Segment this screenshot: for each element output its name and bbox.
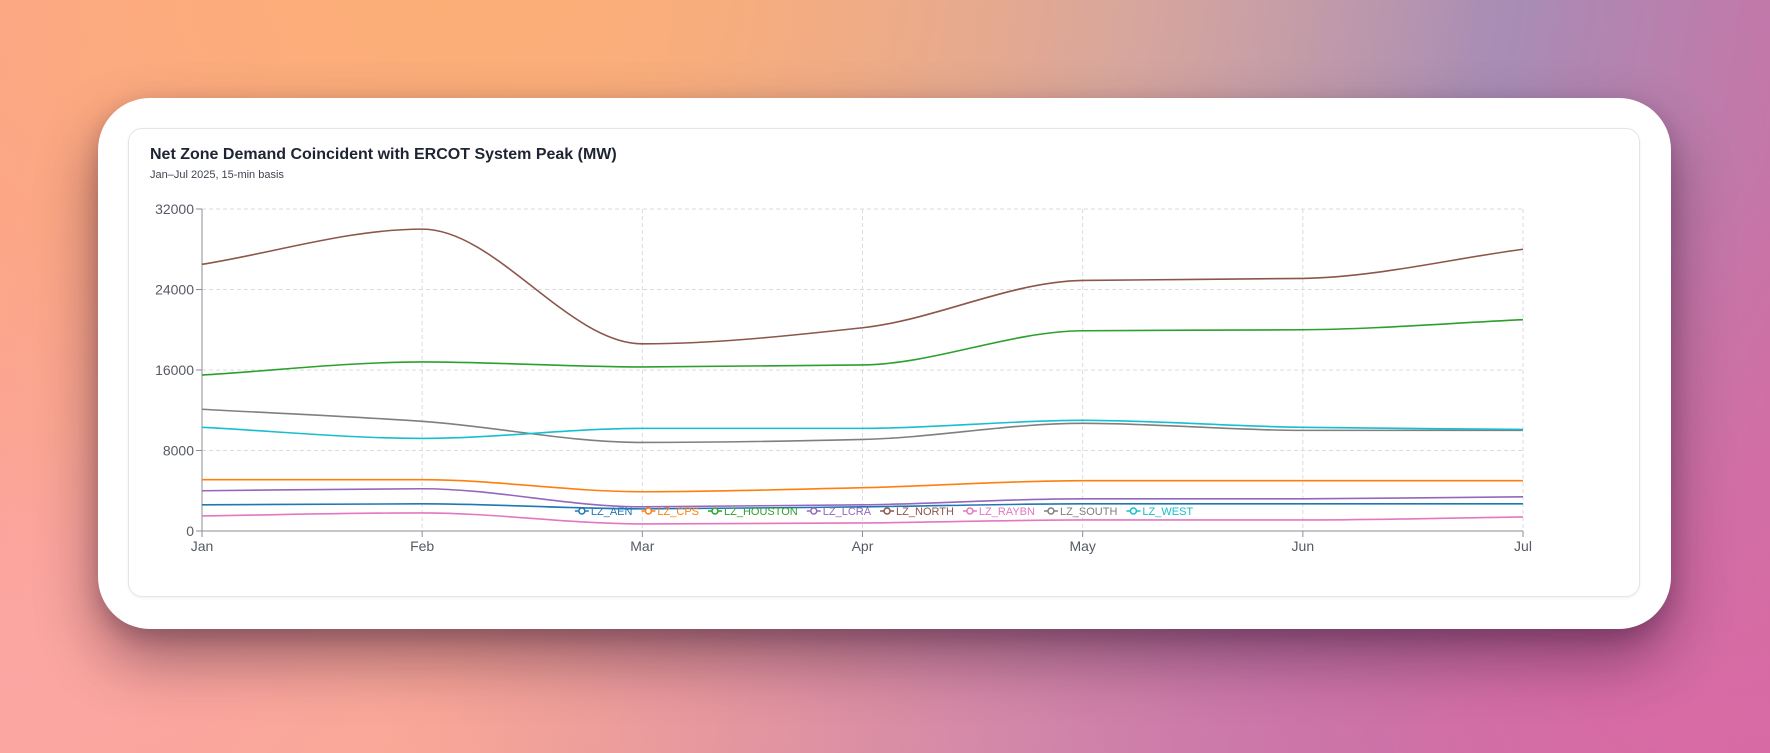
x-tick-label: Mar: [630, 538, 654, 554]
legend-item-lz-north: LZ_NORTH: [880, 506, 954, 518]
legend-marker-lz-houston: [711, 507, 719, 515]
y-tick-label: 16000: [155, 362, 194, 378]
legend-label-lz-lcra: LZ_LCRA: [823, 506, 872, 518]
legend-item-lz-cps: LZ_CPS: [641, 506, 699, 518]
x-tick-label: Feb: [410, 538, 434, 554]
y-tick-label: 24000: [155, 282, 194, 298]
legend-item-lz-aen: LZ_AEN: [574, 506, 633, 518]
legend-item-lz-lcra: LZ_LCRA: [806, 506, 872, 518]
series-layer: [201, 228, 1524, 525]
legend-item-lz-houston: LZ_HOUSTON: [708, 506, 798, 518]
legend-label-lz-aen: LZ_AEN: [591, 506, 633, 518]
y-tick-label: 8000: [163, 443, 194, 459]
series-line-lz-cps: [202, 478, 1523, 493]
legend-label-lz-south: LZ_SOUTH: [1060, 506, 1118, 518]
series-line-lz-raybn: [201, 512, 1524, 525]
x-tick-label: Jan: [191, 538, 214, 554]
legend-item-lz-south: LZ_SOUTH: [1043, 506, 1118, 518]
grid-layer: [202, 208, 1524, 531]
legend-marker-lz-aen: [578, 507, 586, 515]
legend-item-lz-west: LZ_WEST: [1126, 506, 1193, 518]
legend-label-lz-raybn: LZ_RAYBN: [979, 506, 1035, 518]
legend-marker-lz-north: [883, 507, 891, 515]
series-line-lz-houston: [201, 318, 1524, 376]
x-tick-label: Apr: [852, 538, 874, 554]
axis-layer: 0 8000 16000 24000 32000 Jan Feb Mar Apr May Jun Ju…: [155, 201, 1532, 554]
series-line-lz-lcra: [201, 487, 1524, 508]
series-line-lz-west: [201, 419, 1524, 440]
legend-label-lz-houston: LZ_HOUSTON: [724, 506, 798, 518]
x-tick-label: Jul: [1514, 538, 1532, 554]
chart-subtitle: Jan–Jul 2025, 15-min basis: [150, 169, 284, 181]
legend-marker-lz-west: [1129, 507, 1138, 515]
legend-label-lz-north: LZ_NORTH: [896, 506, 954, 518]
chart-card: Net Zone Demand Coincident with ERCOT Sy…: [128, 128, 1640, 597]
screenshot-frame: Net Zone Demand Coincident with ERCOT Sy…: [98, 98, 1671, 629]
legend-label-lz-west: LZ_WEST: [1142, 506, 1193, 518]
y-tick-label: 0: [186, 523, 194, 539]
legend-marker-lz-south: [1047, 507, 1055, 515]
legend-marker-lz-cps: [644, 507, 653, 515]
legend-label-lz-cps: LZ_CPS: [657, 506, 699, 518]
x-tick-label: Jun: [1292, 538, 1315, 554]
legend-item-lz-raybn: LZ_RAYBN: [962, 506, 1035, 518]
series-line-lz-aen: [201, 503, 1523, 510]
legend-marker-lz-lcra: [810, 507, 818, 515]
legend-marker-lz-raybn: [966, 507, 974, 515]
legend: LZ_AEN LZ_CPS LZ_HOUSTON LZ_LCRA LZ_NORTH LZ_…: [574, 506, 1193, 518]
line-chart: 0 8000 16000 24000 32000 Jan Feb Mar Apr May Jun Ju…: [155, 201, 1532, 554]
series-line-lz-south: [201, 408, 1523, 444]
y-tick-label: 32000: [155, 201, 194, 217]
x-tick-label: May: [1069, 538, 1095, 554]
chart-title: Net Zone Demand Coincident with ERCOT Sy…: [150, 146, 617, 163]
series-line-lz-north: [201, 228, 1524, 345]
